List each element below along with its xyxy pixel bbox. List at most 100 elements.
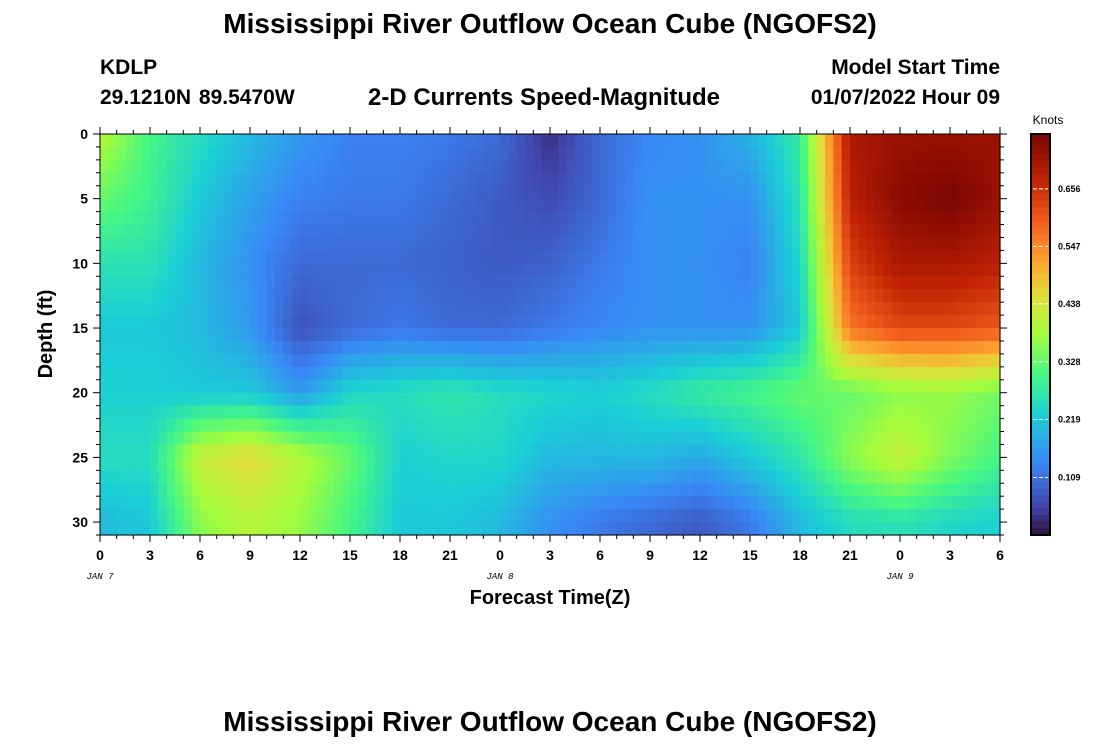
heatmap-cell [575,405,584,420]
heatmap-cell [675,198,684,213]
heatmap-cell [366,263,376,277]
heatmap-cell [466,353,476,368]
heatmap-cell [800,522,809,536]
heatmap-cell [775,328,784,342]
heatmap-cell [300,159,309,174]
heatmap-cell [275,172,284,187]
heatmap-cell [358,522,368,536]
heatmap-cell [316,237,326,252]
heatmap-cell [666,431,676,446]
heatmap-cell [658,522,668,536]
heatmap-cell [266,185,276,200]
heatmap-cell [583,509,593,523]
heatmap-cell [758,418,768,433]
heatmap-cell [150,379,159,394]
heatmap-cell [258,276,268,290]
heatmap-cell [616,431,626,446]
heatmap-cell [700,185,709,200]
heatmap-cell [833,159,843,174]
heatmap-cell [758,470,768,484]
heatmap-cell [850,392,859,407]
heatmap-cell [391,172,401,187]
heatmap-cell [475,522,484,536]
heatmap-cell [841,496,851,510]
heatmap-cell [733,340,743,355]
heatmap-cell [708,134,718,148]
heatmap-cell [500,289,509,303]
heatmap-cell [283,328,293,342]
heatmap-cell [916,250,926,264]
heatmap-cell [666,289,676,303]
heatmap-cell [966,224,976,239]
heatmap-cell [350,159,359,174]
heatmap-cell [333,509,343,523]
heatmap-cell [566,276,576,290]
heatmap-cell [791,483,801,497]
heatmap-cell [891,444,901,458]
heatmap-cell [675,418,684,433]
heatmap-cell [116,418,126,433]
heatmap-cell [875,146,884,161]
heatmap-cell [383,315,393,329]
heatmap-cell [650,315,659,329]
heatmap-cell [708,159,718,174]
heatmap-cell [266,470,276,484]
heatmap-cell [908,405,918,420]
heatmap-cell [616,211,626,226]
heatmap-cell [983,172,993,187]
heatmap-cell [175,379,184,394]
heatmap-cell [275,263,284,277]
heatmap-cell [883,392,893,407]
heatmap-cell [583,263,593,277]
heatmap-cell [616,340,626,355]
heatmap-cell [783,172,793,187]
heatmap-cell [208,315,218,329]
heatmap-cell [125,159,134,174]
heatmap-cell [591,522,601,536]
heatmap-cell [633,237,643,252]
heatmap-cell [250,392,259,407]
heatmap-cell [516,366,526,381]
heatmap-cell [583,289,593,303]
heatmap-cell [933,379,943,394]
heatmap-cell [766,405,776,420]
colorbar-band [1031,394,1050,402]
heatmap-cell [841,250,851,264]
heatmap-cell [800,405,809,420]
heatmap-cell [250,431,259,446]
heatmap-cell [550,237,559,252]
heatmap-cell [816,302,826,316]
heatmap-cell [475,353,484,368]
colorbar-band [1031,194,1050,202]
heatmap-cell [775,522,784,536]
heatmap-cell [191,211,201,226]
heatmap-cell [375,211,384,226]
heatmap-cell [558,457,568,471]
heatmap-cell [858,392,868,407]
x-tick-label: 12 [292,547,308,563]
heatmap-cell [550,146,559,161]
heatmap-cell [900,353,909,368]
heatmap-cell [816,366,826,381]
heatmap-cell [408,237,418,252]
heatmap-cell [700,211,709,226]
heatmap-cell [650,366,659,381]
heatmap-cell [450,457,459,471]
heatmap-cell [341,483,351,497]
heatmap-cell [425,172,434,187]
heatmap-cell [783,418,793,433]
x-tick-label: 15 [342,547,358,563]
heatmap-cell [100,496,109,510]
heatmap-cell [325,289,334,303]
heatmap-cell [375,379,384,394]
heatmap-cell [116,509,126,523]
heatmap-cell [991,237,1001,252]
heatmap-cell [275,211,284,226]
heatmap-cell [483,159,493,174]
heatmap-cell [666,302,676,316]
heatmap-cell [150,185,159,200]
heatmap-cell [625,483,634,497]
heatmap-cell [341,379,351,394]
heatmap-cell [833,224,843,239]
heatmap-cell [616,250,626,264]
